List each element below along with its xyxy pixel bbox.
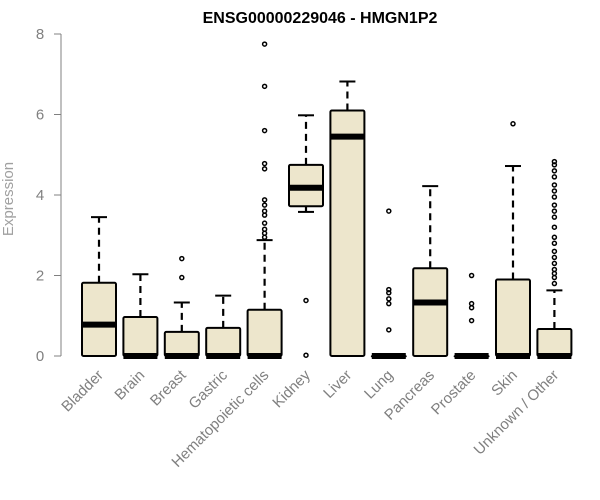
box-body — [81, 281, 117, 357]
outlier-point — [551, 162, 558, 168]
outlier-point — [179, 255, 185, 262]
x-tick-label: Brain — [111, 367, 148, 404]
box-brain — [122, 273, 159, 359]
outlier-point — [261, 197, 268, 203]
box-skin — [495, 121, 531, 359]
box-hematopoietic-cells — [246, 41, 283, 359]
outlier-point — [261, 226, 268, 232]
box-liver — [329, 80, 366, 357]
box-body — [246, 308, 283, 357]
outlier-point — [386, 296, 392, 302]
outlier-point — [468, 317, 475, 324]
box-prostate — [453, 272, 490, 359]
outlier-point — [551, 254, 558, 261]
outlier-point — [261, 202, 268, 208]
outlier-point — [551, 202, 558, 208]
x-tick-label: Bladder — [58, 367, 107, 416]
outlier-point — [386, 290, 392, 296]
outlier-point — [551, 188, 558, 194]
outlier-point — [551, 214, 558, 220]
box-body — [495, 278, 531, 357]
outlier-point — [386, 286, 392, 293]
outlier-point — [261, 41, 268, 47]
box-gastric — [205, 294, 242, 359]
outlier-point — [551, 234, 558, 241]
box-series — [81, 41, 573, 359]
outlier-point — [551, 174, 558, 180]
outlier-point — [551, 182, 558, 188]
x-tick-label: Kidney — [269, 366, 314, 411]
y-axis: 0 2 4 6 8 — [36, 26, 62, 365]
y-tick-label: 0 — [36, 348, 44, 365]
y-tick-label: 4 — [36, 187, 44, 204]
outlier-point — [303, 297, 309, 304]
outlier-point — [468, 272, 475, 279]
box-pancreas — [412, 185, 449, 358]
outlier-point — [261, 208, 268, 214]
outlier-point — [386, 327, 392, 333]
x-tick-label: Breast — [147, 366, 190, 409]
y-tick-label: 6 — [36, 107, 44, 124]
box-body — [412, 267, 449, 358]
outlier-point — [386, 208, 392, 214]
box-bladder — [81, 216, 117, 357]
outlier-point — [551, 168, 558, 174]
x-tick-label: Prostate — [428, 367, 480, 419]
y-axis-label: Expression — [0, 162, 17, 236]
outlier-point — [551, 240, 558, 247]
outlier-point — [303, 352, 309, 358]
outlier-point — [261, 220, 268, 226]
box-kidney — [288, 114, 324, 358]
box-body — [122, 315, 159, 357]
box-body — [163, 330, 200, 358]
outlier-point — [468, 300, 475, 307]
outlier-point — [261, 166, 268, 172]
chart-title: ENSG00000229046 - HMGN1P2 — [203, 10, 438, 27]
outlier-point — [386, 300, 392, 307]
outlier-point — [179, 274, 185, 281]
outlier-point — [551, 280, 558, 287]
box-body — [536, 328, 573, 358]
outlier-point — [261, 160, 268, 167]
outlier-point — [551, 266, 558, 273]
outlier-point — [510, 121, 516, 127]
box-unknown-other — [536, 158, 573, 359]
box-breast — [163, 255, 200, 359]
y-tick-label: 8 — [36, 26, 44, 43]
x-tick-label: Skin — [488, 367, 521, 400]
outlier-point — [551, 224, 558, 230]
box-body — [329, 109, 366, 357]
outlier-point — [551, 248, 558, 255]
box-lung — [370, 208, 407, 359]
outlier-point — [551, 158, 558, 165]
outlier-point — [261, 83, 268, 90]
outlier-point — [261, 127, 268, 134]
outlier-point — [551, 194, 558, 200]
x-tick-label: Lung — [361, 367, 397, 403]
outlier-point — [551, 260, 558, 267]
y-tick-label: 2 — [36, 268, 44, 285]
outlier-point — [551, 208, 558, 214]
box-body — [205, 326, 242, 358]
x-tick-label: Liver — [320, 367, 355, 402]
